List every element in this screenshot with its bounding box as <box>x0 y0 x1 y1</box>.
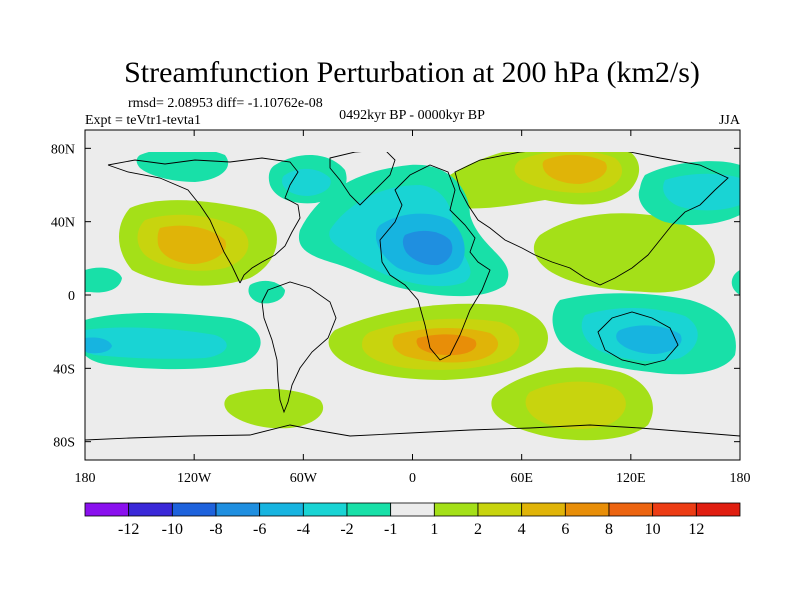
na-negative <box>268 154 347 204</box>
x-tick-label: 60W <box>290 471 318 486</box>
colorbar-label: 4 <box>518 521 526 538</box>
colorbar-label: 1 <box>430 521 438 538</box>
x-tick-label: 180 <box>730 471 751 486</box>
colorbar-swatch <box>84 502 130 517</box>
colorbar: -12 -10 -8 -6 -4 -2 -1 1 2 4 6 8 10 12 <box>84 502 741 538</box>
e-pacific-negative <box>136 152 229 182</box>
europe-africa-coast <box>379 164 491 361</box>
tropical-pacific-minor-negative <box>85 267 740 304</box>
colorbar-swatch <box>521 502 566 517</box>
colorbar-swatch <box>608 502 654 517</box>
period-label: 0492kyr BP - 0000kyr BP <box>339 108 485 123</box>
asia-coast <box>454 152 729 286</box>
colorbar-label: 6 <box>561 521 569 538</box>
colorbar-swatch <box>302 502 348 517</box>
colorbar-label: -12 <box>118 521 139 538</box>
x-tick-label: 0 <box>409 471 416 486</box>
colorbar-swatch <box>215 502 261 517</box>
eurasia-positive <box>442 152 640 209</box>
colorbar-label: 8 <box>605 521 613 538</box>
s-pacific-negative <box>85 313 261 370</box>
greenland-coast <box>329 152 396 206</box>
colorbar-label: 10 <box>645 521 661 538</box>
s-atlantic-minor-positive <box>224 388 324 429</box>
colorbar-label: -8 <box>209 521 222 538</box>
n-pacific-high-lat-negative <box>638 161 740 226</box>
chart-title: Streamfunction Perturbation at 200 hPa (… <box>124 56 700 89</box>
colorbar-swatch <box>652 502 697 517</box>
w-pacific-positive <box>533 213 715 293</box>
australia-negative <box>552 293 736 375</box>
y-tick-label: 80N <box>51 142 75 157</box>
stats-line: rmsd= 2.08953 diff= -1.10762e-08 <box>128 96 323 111</box>
colorbar-swatch <box>564 502 610 517</box>
colorbar-label: -1 <box>384 521 397 538</box>
colorbar-label: 2 <box>474 521 482 538</box>
x-tick-label: 180 <box>75 471 96 486</box>
x-tick-label: 60E <box>510 471 533 486</box>
experiment-label: Expt = teVtr1-tevta1 <box>85 113 201 128</box>
colorbar-swatch <box>390 502 435 517</box>
colorbar-label: -6 <box>253 521 266 538</box>
colorbar-label: 12 <box>688 521 704 538</box>
colorbar-swatch <box>346 502 392 517</box>
x-tick-label: 120E <box>616 471 646 486</box>
y-tick-label: 0 <box>68 289 75 304</box>
plot-area <box>84 129 741 461</box>
s-africa-positive <box>328 303 548 380</box>
season-label: JJA <box>719 113 741 128</box>
colorbar-swatch <box>171 502 217 517</box>
colorbar-label: -10 <box>162 521 183 538</box>
y-tick-label: 40S <box>53 362 75 377</box>
colorbar-swatch <box>433 502 479 517</box>
coastlines <box>85 152 740 441</box>
colorbar-label: -2 <box>340 521 353 538</box>
south-america-coast <box>261 281 337 414</box>
s-ocean-positive <box>491 367 653 441</box>
x-tick-label: 120W <box>177 471 212 486</box>
antarctica-coast <box>85 424 740 441</box>
y-axis: 80N 40N 0 40S 80S <box>51 142 740 451</box>
colorbar-swatch <box>128 502 173 517</box>
australia-coast <box>597 311 679 366</box>
n-pacific-positive <box>118 200 277 286</box>
contour-fills <box>85 152 740 441</box>
north-america-coast <box>107 157 301 284</box>
x-axis: 180 120W 60W 0 60E 120E 180 <box>75 130 751 486</box>
y-tick-label: 80S <box>53 436 75 451</box>
colorbar-swatch <box>259 502 304 517</box>
colorbar-swatch <box>695 502 741 517</box>
colorbar-swatch <box>477 502 523 517</box>
atlantic-negative <box>298 164 509 297</box>
y-tick-label: 40N <box>51 216 75 231</box>
colorbar-label: -4 <box>297 521 310 538</box>
